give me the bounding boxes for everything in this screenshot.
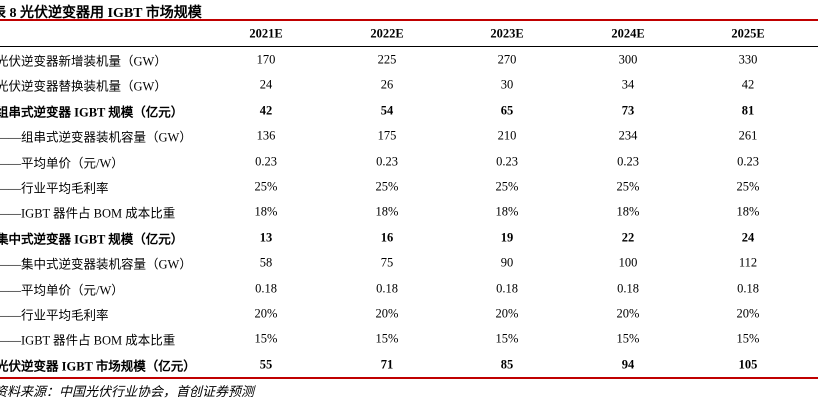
cell-value: 42	[259, 103, 273, 118]
cell-value: 0.18	[255, 281, 277, 296]
cell-value: 19	[500, 230, 514, 245]
cell-value: 15%	[254, 331, 278, 346]
cell-value: 170	[256, 52, 276, 67]
source-note: 资料来源：中国光伏行业协会，首创证券预测	[0, 384, 255, 399]
cell-value: 24	[741, 230, 755, 245]
cell-value: 270	[497, 52, 517, 67]
cell-value: 90	[500, 255, 514, 270]
cell-value: 175	[377, 128, 397, 143]
cell-value: 22	[621, 230, 635, 245]
cell-value: 100	[618, 255, 638, 270]
cell-value: 26	[380, 77, 394, 92]
cell-value: 94	[621, 357, 635, 372]
row-label: 集中式逆变器 IGBT 规模（亿元）	[0, 232, 184, 247]
cell-value: 20%	[254, 306, 278, 321]
bottom-rule	[0, 377, 818, 379]
cell-value: 234	[618, 128, 638, 143]
cell-value: 0.23	[376, 154, 398, 169]
cell-value: 0.23	[255, 154, 277, 169]
cell-value: 20%	[616, 306, 640, 321]
cell-value: 16	[380, 230, 394, 245]
column-header: 2021E	[249, 26, 283, 41]
cell-value: 210	[497, 128, 517, 143]
cell-value: 0.18	[737, 281, 759, 296]
cell-value: 0.18	[617, 281, 639, 296]
cell-value: 18%	[616, 204, 640, 219]
cell-value: 112	[738, 255, 758, 270]
cell-value: 300	[618, 52, 638, 67]
column-header: 2024E	[611, 26, 645, 41]
cell-value: 55	[259, 357, 273, 372]
cell-value: 34	[621, 77, 635, 92]
row-label: ——行业平均毛利率	[0, 181, 109, 196]
cell-value: 25%	[736, 179, 760, 194]
cell-value: 58	[259, 255, 273, 270]
cell-value: 73	[621, 103, 635, 118]
cell-value: 0.18	[496, 281, 518, 296]
cell-value: 25%	[495, 179, 519, 194]
row-label: 组串式逆变器 IGBT 规模（亿元）	[0, 105, 184, 120]
cell-value: 13	[259, 230, 273, 245]
cell-value: 0.23	[737, 154, 759, 169]
cell-value: 15%	[736, 331, 760, 346]
cell-value: 18%	[375, 204, 399, 219]
column-header: 2022E	[370, 26, 404, 41]
cell-value: 85	[500, 357, 514, 372]
cell-value: 24	[259, 77, 273, 92]
cell-value: 136	[256, 128, 276, 143]
title-rule	[0, 19, 818, 21]
cell-value: 0.23	[617, 154, 639, 169]
cell-value: 65	[500, 103, 514, 118]
row-label: ——平均单价（元/W）	[0, 156, 124, 171]
column-header: 2025E	[731, 26, 765, 41]
cell-value: 20%	[495, 306, 519, 321]
cell-value: 15%	[495, 331, 519, 346]
cell-value: 20%	[375, 306, 399, 321]
table-title: 表 8 光伏逆变器用 IGBT 市场规模	[0, 6, 202, 21]
cell-value: 0.18	[376, 281, 398, 296]
row-label: 光伏逆变器新增装机量（GW）	[0, 54, 167, 69]
cell-value: 30	[500, 77, 514, 92]
row-label: 光伏逆变器 IGBT 市场规模（亿元）	[0, 359, 196, 374]
header-rule	[0, 46, 818, 47]
cell-value: 42	[741, 77, 755, 92]
cell-value: 75	[380, 255, 394, 270]
cell-value: 54	[380, 103, 394, 118]
cell-value: 15%	[616, 331, 640, 346]
row-label: ——IGBT 器件占 BOM 成本比重	[0, 206, 176, 221]
row-label: ——平均单价（元/W）	[0, 283, 124, 298]
cell-value: 25%	[375, 179, 399, 194]
cell-value: 225	[377, 52, 397, 67]
cell-value: 0.23	[496, 154, 518, 169]
row-label: ——IGBT 器件占 BOM 成本比重	[0, 333, 176, 348]
row-label: ——集中式逆变器装机容量（GW）	[0, 257, 192, 272]
cell-value: 20%	[736, 306, 760, 321]
cell-value: 71	[380, 357, 394, 372]
cell-value: 25%	[616, 179, 640, 194]
row-label: 光伏逆变器替换装机量（GW）	[0, 79, 167, 94]
cell-value: 261	[738, 128, 758, 143]
cell-value: 15%	[375, 331, 399, 346]
cell-value: 81	[741, 103, 755, 118]
cell-value: 18%	[495, 204, 519, 219]
row-label: ——组串式逆变器装机容量（GW）	[0, 130, 192, 145]
cell-value: 105	[738, 357, 758, 372]
cell-value: 330	[738, 52, 758, 67]
cell-value: 18%	[736, 204, 760, 219]
column-header: 2023E	[490, 26, 524, 41]
cell-value: 18%	[254, 204, 278, 219]
row-label: ——行业平均毛利率	[0, 308, 109, 323]
cell-value: 25%	[254, 179, 278, 194]
